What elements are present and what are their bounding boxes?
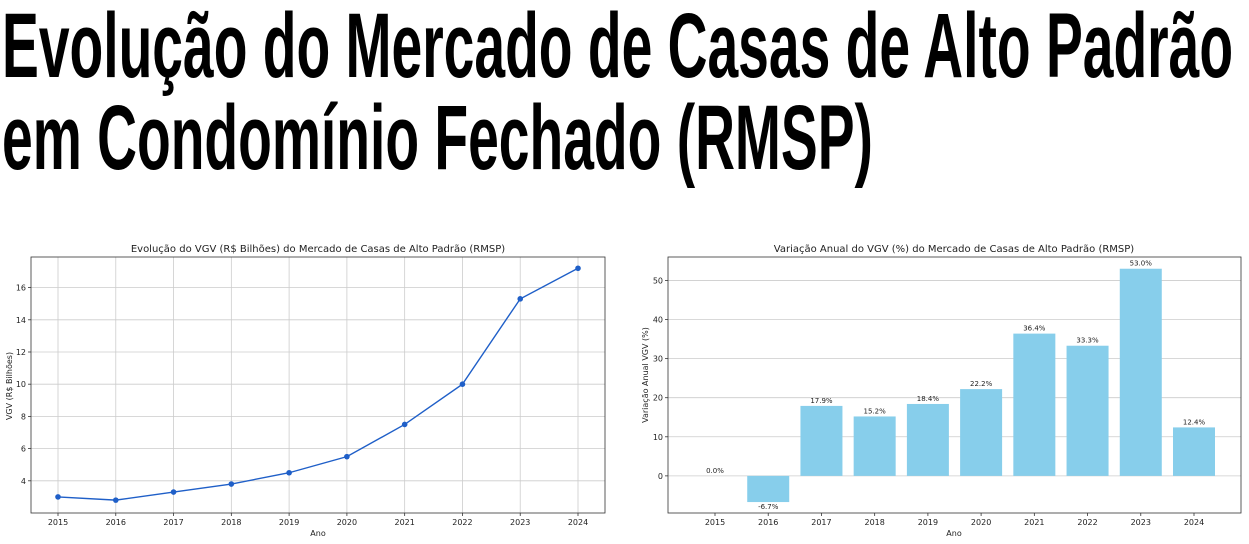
bar-chart-bar [1173,427,1215,476]
line-chart-xtick-label: 2024 [568,518,588,527]
bar-chart-ytick-label: 40 [653,316,663,325]
bar-chart-ylabel: Variação Anual VGV (%) [641,327,650,423]
line-chart-point [112,497,119,503]
bar-chart-xtick-label: 2018 [864,518,884,527]
bar-chart-data-label: 15.2% [864,407,887,415]
headline-line-2: em Condomínio Fechado (RMSP) [2,87,873,189]
line-chart-point [228,481,235,487]
bar-chart-xtick-label: 2022 [1077,518,1097,527]
vgv-line-chart: Evolução do VGV (R$ Bilhões) do Mercado … [5,244,606,538]
line-chart-xtick-label: 2017 [163,518,183,527]
line-chart-grid [31,257,605,513]
line-chart-ytick-label: 4 [21,477,26,486]
bar-chart-data-label: -6.7% [758,503,779,511]
bar-chart-bar [747,475,790,503]
bar-chart-data-label: 18.4% [917,395,940,403]
line-chart-point [170,489,177,495]
bar-chart-data-label: 53.0% [1130,260,1153,268]
bar-chart-data-label: 0.0% [706,467,724,475]
line-chart-xlabel: Ano [310,529,326,538]
line-chart-xtick-label: 2016 [106,518,126,527]
bar-chart-bar [1066,345,1109,476]
line-chart-frame [30,256,606,514]
bar-chart-ytick-label: 0 [658,472,663,481]
bar-chart-title: Variação Anual do VGV (%) do Mercado de … [774,244,1135,255]
line-chart-xtick-label: 2019 [279,518,299,527]
line-chart-ylabel: VGV (R$ Bilhões) [5,352,14,420]
bar-chart-bar [800,405,843,476]
bar-chart-data-label: 33.3% [1076,337,1099,345]
bar-chart-bar [1119,268,1162,476]
bar-chart-bar [960,389,1003,476]
bar-chart-ytick-label: 30 [653,355,663,364]
bar-chart-bar [1013,333,1056,476]
line-chart-ytick-label: 14 [16,316,26,325]
line-chart-point [459,381,466,387]
line-chart-point [575,265,581,272]
line-chart-title: Evolução do VGV (R$ Bilhões) do Mercado … [131,244,505,255]
line-chart-ytick-label: 8 [21,412,26,421]
line-chart-point [286,469,292,476]
bar-chart-xtick-label: 2019 [918,518,938,527]
bar-chart-xtick-label: 2020 [971,518,991,527]
bar-chart-data-label: 22.2% [970,380,993,388]
line-chart-point [344,453,350,460]
line-chart-xtick-label: 2021 [394,518,414,527]
line-chart-point [401,421,408,428]
line-chart-point [517,296,524,302]
bar-chart-ytick-label: 20 [653,394,663,403]
bar-chart-xtick-label: 2024 [1184,518,1204,527]
bar-chart-xtick-label: 2016 [758,518,778,527]
bar-chart-bar [906,403,949,476]
line-chart-xtick-label: 2023 [510,518,530,527]
line-chart-xtick-label: 2022 [452,518,472,527]
line-chart-point [55,494,61,500]
bar-chart-frame [667,256,1242,514]
line-chart-xtick-label: 2020 [337,518,357,527]
bar-chart-xtick-label: 2015 [705,518,725,527]
bar-chart-ytick-label: 10 [653,433,663,442]
bar-chart-bar [853,416,896,476]
line-chart-xtick-label: 2015 [48,518,68,527]
line-chart-ytick-label: 12 [16,348,26,357]
headline-line-1: Evolução do Mercado de Casas de Alto Pad… [2,0,1234,97]
bar-chart-ytick-label: 50 [653,276,663,285]
bar-chart-data-label: 12.4% [1183,418,1206,426]
bar-chart-xlabel: Ano [946,529,962,538]
bar-chart-data-label: 36.4% [1023,325,1046,333]
bar-chart-xtick-label: 2021 [1024,518,1044,527]
line-chart-ytick-label: 6 [21,445,26,454]
line-chart-xtick-label: 2018 [221,518,241,527]
line-chart-ytick-label: 10 [16,380,26,389]
line-chart-ytick-label: 16 [16,284,26,293]
page-headline: Evolução do Mercado de Casas de Alto Pad… [2,0,1249,184]
bar-chart-data-label: 17.9% [810,397,833,405]
bar-chart-xtick-label: 2017 [811,518,831,527]
bar-chart-xtick-label: 2023 [1131,518,1151,527]
line-chart-series-line [57,267,579,501]
vgv-variation-bar-chart: Variação Anual do VGV (%) do Mercado de … [641,244,1242,538]
